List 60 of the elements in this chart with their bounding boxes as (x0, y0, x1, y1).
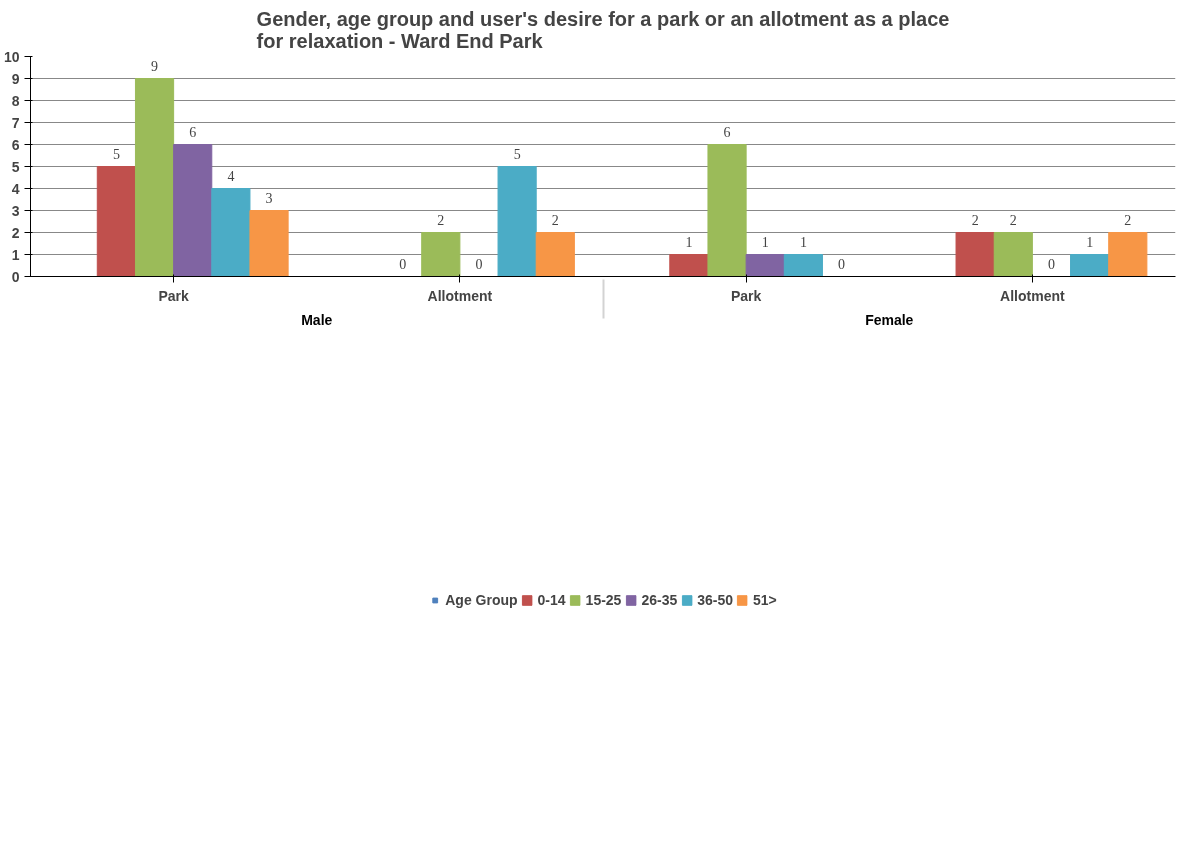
bar (497, 166, 537, 277)
data-label: 6 (723, 124, 731, 140)
text: Female (865, 311, 914, 328)
bar (249, 210, 289, 277)
legend-label: 51> (753, 592, 777, 608)
data-label: 1 (1086, 234, 1094, 250)
bar (1108, 232, 1148, 277)
x-tick-label: Park (730, 287, 762, 304)
data-label: 2 (971, 212, 979, 228)
x-tick-label: Allotment (427, 287, 493, 304)
data-label: 5 (513, 146, 521, 162)
data-label: 9 (151, 58, 159, 74)
bar (134, 78, 175, 277)
y-tick-label: 8 (11, 92, 20, 109)
data-label: 2 (1124, 212, 1132, 228)
y-tick-label: 5 (11, 158, 20, 175)
bar (745, 254, 785, 277)
y-tick-label: 2 (11, 224, 20, 241)
y-tick-label: 4 (11, 180, 20, 197)
bar (173, 144, 213, 277)
data-label: 1 (799, 234, 807, 250)
bar (783, 254, 823, 277)
bar (421, 232, 461, 277)
chart-title: Gender, age group and user's desire for a park or an allotment as a place for relaxation - Ward End Park (256, 7, 950, 52)
bar (211, 188, 251, 277)
data-label: 0 (475, 256, 483, 272)
y-tick-label: 6 (11, 136, 20, 153)
legend-label: 36-50 (697, 592, 734, 608)
x-tick-label: Park (158, 287, 190, 304)
bar (96, 166, 136, 277)
bar (669, 254, 709, 277)
data-label: 1 (685, 234, 693, 250)
y-tick-label: 0 (11, 268, 20, 285)
legend-label: Age Group (445, 592, 518, 608)
data-label: 0 (838, 256, 846, 272)
bar (955, 232, 995, 277)
y-tick-label: 9 (11, 70, 20, 87)
data-label: 2 (551, 212, 559, 228)
data-label: 4 (227, 168, 235, 184)
x-tick-label: Allotment (1000, 287, 1065, 304)
data-label: 6 (189, 124, 197, 140)
text: Male (301, 311, 333, 328)
legend-label: 0-14 (537, 592, 566, 608)
data-label: 0 (399, 256, 407, 272)
bar (993, 232, 1033, 277)
y-tick-label: 7 (11, 114, 20, 131)
y-tick-label: 3 (11, 202, 20, 219)
data-label: 2 (1009, 212, 1017, 228)
data-label: 2 (437, 212, 445, 228)
legend-label: 15-25 (585, 592, 622, 608)
legend-label: 26-35 (641, 592, 678, 608)
data-label: 3 (265, 190, 273, 206)
bar (1070, 254, 1110, 277)
data-label: 5 (112, 146, 120, 162)
bar (707, 144, 747, 277)
y-tick-label: 10 (3, 48, 20, 65)
data-label: 0 (1047, 256, 1055, 272)
y-tick-label: 1 (11, 246, 20, 263)
data-label: 1 (761, 234, 769, 250)
bar (535, 232, 575, 277)
